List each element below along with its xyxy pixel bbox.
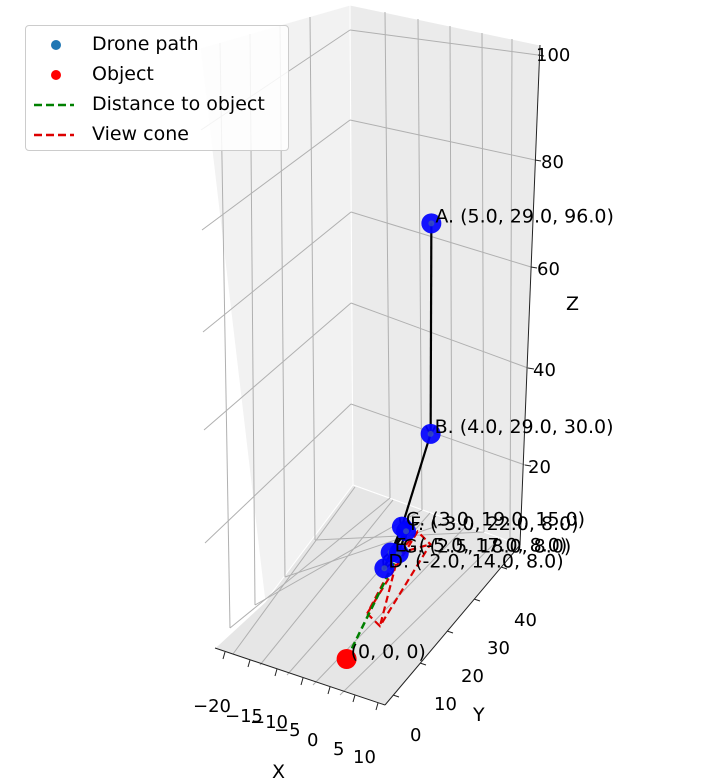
x-tick-label: −15 <box>225 706 263 727</box>
x-tick-label: −10 <box>250 712 288 733</box>
drone-point-label: D. (-2.0, 14.0, 8.0) <box>388 550 563 572</box>
legend-dash-icon <box>34 133 74 137</box>
x-tick-marks <box>222 651 379 711</box>
view-cone-edge <box>378 552 400 627</box>
drone-point-label: C. (3.0, 19.0, 15.0) <box>406 509 585 531</box>
y-tick-label: 40 <box>514 610 537 631</box>
y-tick-label: 30 <box>487 638 510 659</box>
y-axis-label: Y <box>472 704 485 726</box>
drone-point-label: F. (-3.0, 22.0, 8.0) <box>410 513 579 535</box>
z-tick-label: 60 <box>537 259 560 280</box>
legend-label: View cone <box>92 123 189 145</box>
y-tick-label: 10 <box>434 694 457 715</box>
drone-point-label: A. (5.0, 29.0, 96.0) <box>435 205 614 227</box>
z-tick-labels: 20 40 60 80 100 <box>528 45 570 478</box>
x-tick-labels: −20 −15 −10 −5 0 5 10 <box>193 696 376 768</box>
object-marker <box>336 649 357 669</box>
z-tick-label: 40 <box>533 360 556 381</box>
x-tick-label: 5 <box>333 739 344 760</box>
legend-dot-icon <box>51 40 61 50</box>
drone-point-marker-center <box>395 550 402 557</box>
drone-point-marker-center <box>381 565 388 572</box>
z-tick-label: 100 <box>536 45 570 66</box>
y-tick-label: 20 <box>461 666 484 687</box>
legend: Drone path Object Distance to object Vie… <box>25 25 289 151</box>
x-axis-label: X <box>272 761 285 783</box>
y-tick-labels: 0 10 20 30 40 <box>410 610 537 746</box>
legend-item-object: Object <box>26 62 288 86</box>
distance-line <box>345 552 400 660</box>
z-axis-label: Z <box>566 293 579 315</box>
legend-item-distance: Distance to object <box>26 92 288 116</box>
drone-point-marker-center <box>428 220 435 227</box>
legend-item-drone-path: Drone path <box>26 32 288 56</box>
object-label: (0, 0, 0) <box>351 641 426 663</box>
distance-layer <box>345 552 400 660</box>
legend-label: Object <box>92 63 154 85</box>
y-tick-marks <box>392 566 508 698</box>
x-tick-label: −5 <box>274 720 301 741</box>
legend-dot-icon <box>51 70 61 80</box>
z-tick-label: 20 <box>528 457 551 478</box>
drone-point-label: B. (4.0, 29.0, 30.0) <box>435 416 614 438</box>
z-tick-label: 80 <box>541 152 564 173</box>
view-cone-base <box>365 529 432 628</box>
x-tick-label: 10 <box>353 747 376 768</box>
y-axis-line <box>384 544 521 706</box>
legend-label: Drone path <box>92 33 199 55</box>
legend-dash-icon <box>34 103 74 107</box>
legend-item-view-cone: View cone <box>26 122 288 146</box>
legend-label: Distance to object <box>92 93 265 115</box>
x-tick-label: 0 <box>307 730 318 751</box>
grid-floor <box>229 486 501 696</box>
point-label-layer: A. (5.0, 29.0, 96.0) B. (4.0, 29.0, 30.0)… <box>351 205 614 663</box>
drone-point-label: G. (2.5, 18.0, 8.0) <box>403 535 572 557</box>
path-arrow <box>402 433 432 527</box>
x-axis-line <box>214 647 386 706</box>
marker-layer <box>336 213 442 669</box>
x-tick-label: −20 <box>193 696 231 717</box>
drone-point-label: E. (-5.0, 17.0, 8.0) <box>395 535 568 557</box>
z-tick-marks <box>524 54 545 467</box>
z-axis-line <box>519 44 541 546</box>
path-arrow <box>431 223 432 434</box>
drone-point-marker-center <box>403 528 410 535</box>
y-tick-label: 0 <box>410 725 421 746</box>
drone-point-marker-center <box>427 430 434 437</box>
